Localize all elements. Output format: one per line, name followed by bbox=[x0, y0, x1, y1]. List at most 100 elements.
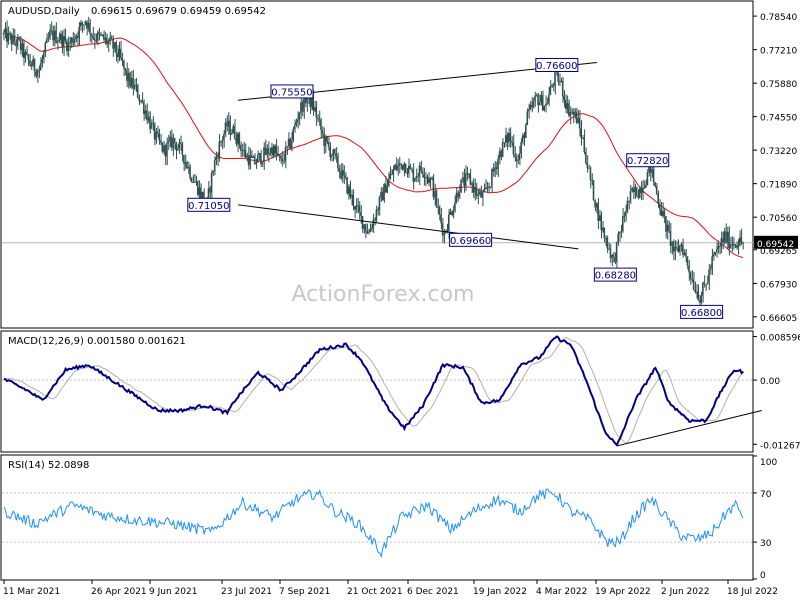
candlestick bbox=[621, 208, 624, 233]
candlestick bbox=[323, 127, 325, 155]
candlestick bbox=[218, 134, 221, 162]
candlestick bbox=[612, 251, 615, 263]
candlestick bbox=[712, 251, 715, 261]
candlestick bbox=[161, 142, 164, 154]
candlestick bbox=[500, 149, 502, 161]
candlestick bbox=[394, 163, 396, 171]
price-trendline[interactable] bbox=[238, 204, 579, 250]
candlestick bbox=[642, 179, 644, 200]
candlestick bbox=[589, 166, 592, 189]
candlestick bbox=[481, 190, 484, 207]
candlestick bbox=[220, 140, 222, 147]
price-panel-title: AUDUSD,Daily bbox=[8, 6, 80, 17]
candlestick bbox=[552, 82, 555, 92]
candlestick bbox=[44, 41, 47, 58]
candlestick bbox=[588, 164, 590, 169]
candlestick bbox=[27, 53, 30, 67]
candlestick bbox=[159, 133, 162, 146]
price-tick-label: 0.70560 bbox=[760, 214, 797, 224]
candlestick bbox=[378, 195, 381, 216]
candlestick bbox=[24, 49, 27, 63]
candlestick bbox=[155, 127, 157, 144]
candlestick bbox=[357, 197, 359, 214]
candlestick bbox=[645, 179, 647, 188]
candlestick bbox=[474, 178, 476, 201]
macd-main-line bbox=[3, 335, 744, 447]
candlestick bbox=[617, 231, 619, 246]
candlestick bbox=[723, 227, 726, 245]
candlestick bbox=[287, 132, 290, 149]
candlestick bbox=[614, 252, 616, 265]
candlestick bbox=[332, 148, 335, 162]
candlestick bbox=[16, 34, 19, 50]
candlestick bbox=[224, 118, 227, 138]
candlestick bbox=[618, 231, 621, 242]
candlestick bbox=[150, 119, 153, 130]
candlestick bbox=[158, 128, 161, 145]
candlestick bbox=[178, 138, 181, 154]
candlestick bbox=[517, 154, 519, 164]
candlestick bbox=[511, 136, 513, 147]
candlestick bbox=[412, 163, 415, 190]
candlestick bbox=[255, 158, 258, 169]
candlestick bbox=[115, 40, 117, 62]
candlestick bbox=[515, 153, 518, 168]
candlestick bbox=[603, 227, 606, 243]
candlestick bbox=[591, 173, 593, 186]
candlestick bbox=[96, 29, 99, 46]
candlestick bbox=[198, 180, 201, 201]
date-tick-label: 7 Sep 2021 bbox=[279, 587, 330, 597]
candlestick bbox=[73, 33, 76, 47]
candlestick bbox=[13, 28, 16, 46]
candlestick bbox=[355, 198, 358, 214]
moving-average-line bbox=[3, 29, 744, 258]
candlestick bbox=[173, 137, 176, 150]
candlestick bbox=[635, 186, 638, 197]
candlestick bbox=[112, 35, 114, 57]
candlestick bbox=[110, 34, 113, 40]
candlestick bbox=[7, 26, 10, 45]
candlestick bbox=[508, 128, 510, 147]
candlestick bbox=[623, 211, 626, 223]
candlestick bbox=[36, 68, 39, 83]
candlestick bbox=[103, 30, 105, 43]
candlestick bbox=[18, 36, 20, 41]
candlestick bbox=[236, 131, 239, 153]
candlestick bbox=[714, 252, 716, 256]
candlestick bbox=[89, 18, 91, 42]
price-tick-label: 0.75880 bbox=[760, 80, 797, 90]
candlestick bbox=[170, 129, 173, 151]
candlestick bbox=[49, 24, 51, 41]
candlestick bbox=[163, 140, 165, 155]
candlestick bbox=[283, 153, 285, 164]
candlestick bbox=[451, 210, 453, 217]
rsi-panel-frame bbox=[0, 454, 754, 581]
candlestick bbox=[375, 205, 378, 224]
date-tick-label: 6 Dec 2021 bbox=[407, 587, 459, 597]
candlestick bbox=[637, 189, 639, 200]
candlestick bbox=[597, 197, 599, 229]
candlestick bbox=[313, 100, 316, 113]
svg-text:0.72820: 0.72820 bbox=[627, 156, 668, 167]
candlestick bbox=[193, 173, 196, 183]
candlestick bbox=[374, 217, 376, 226]
candlestick bbox=[290, 131, 293, 152]
candlestick bbox=[663, 208, 666, 224]
candlestick bbox=[244, 143, 247, 159]
candlestick bbox=[269, 147, 271, 156]
candlestick bbox=[682, 238, 684, 258]
candlestick bbox=[293, 119, 296, 133]
candlestick bbox=[129, 71, 131, 89]
candlestick bbox=[189, 164, 191, 181]
candlestick bbox=[241, 143, 244, 157]
candlestick bbox=[207, 181, 210, 200]
candlestick bbox=[608, 242, 610, 250]
candlestick bbox=[421, 167, 424, 178]
macd-trendline[interactable] bbox=[616, 410, 762, 447]
candlestick bbox=[532, 97, 535, 109]
svg-text:0.69542: 0.69542 bbox=[757, 240, 794, 250]
candlestick bbox=[61, 31, 64, 54]
candlestick bbox=[318, 110, 321, 126]
